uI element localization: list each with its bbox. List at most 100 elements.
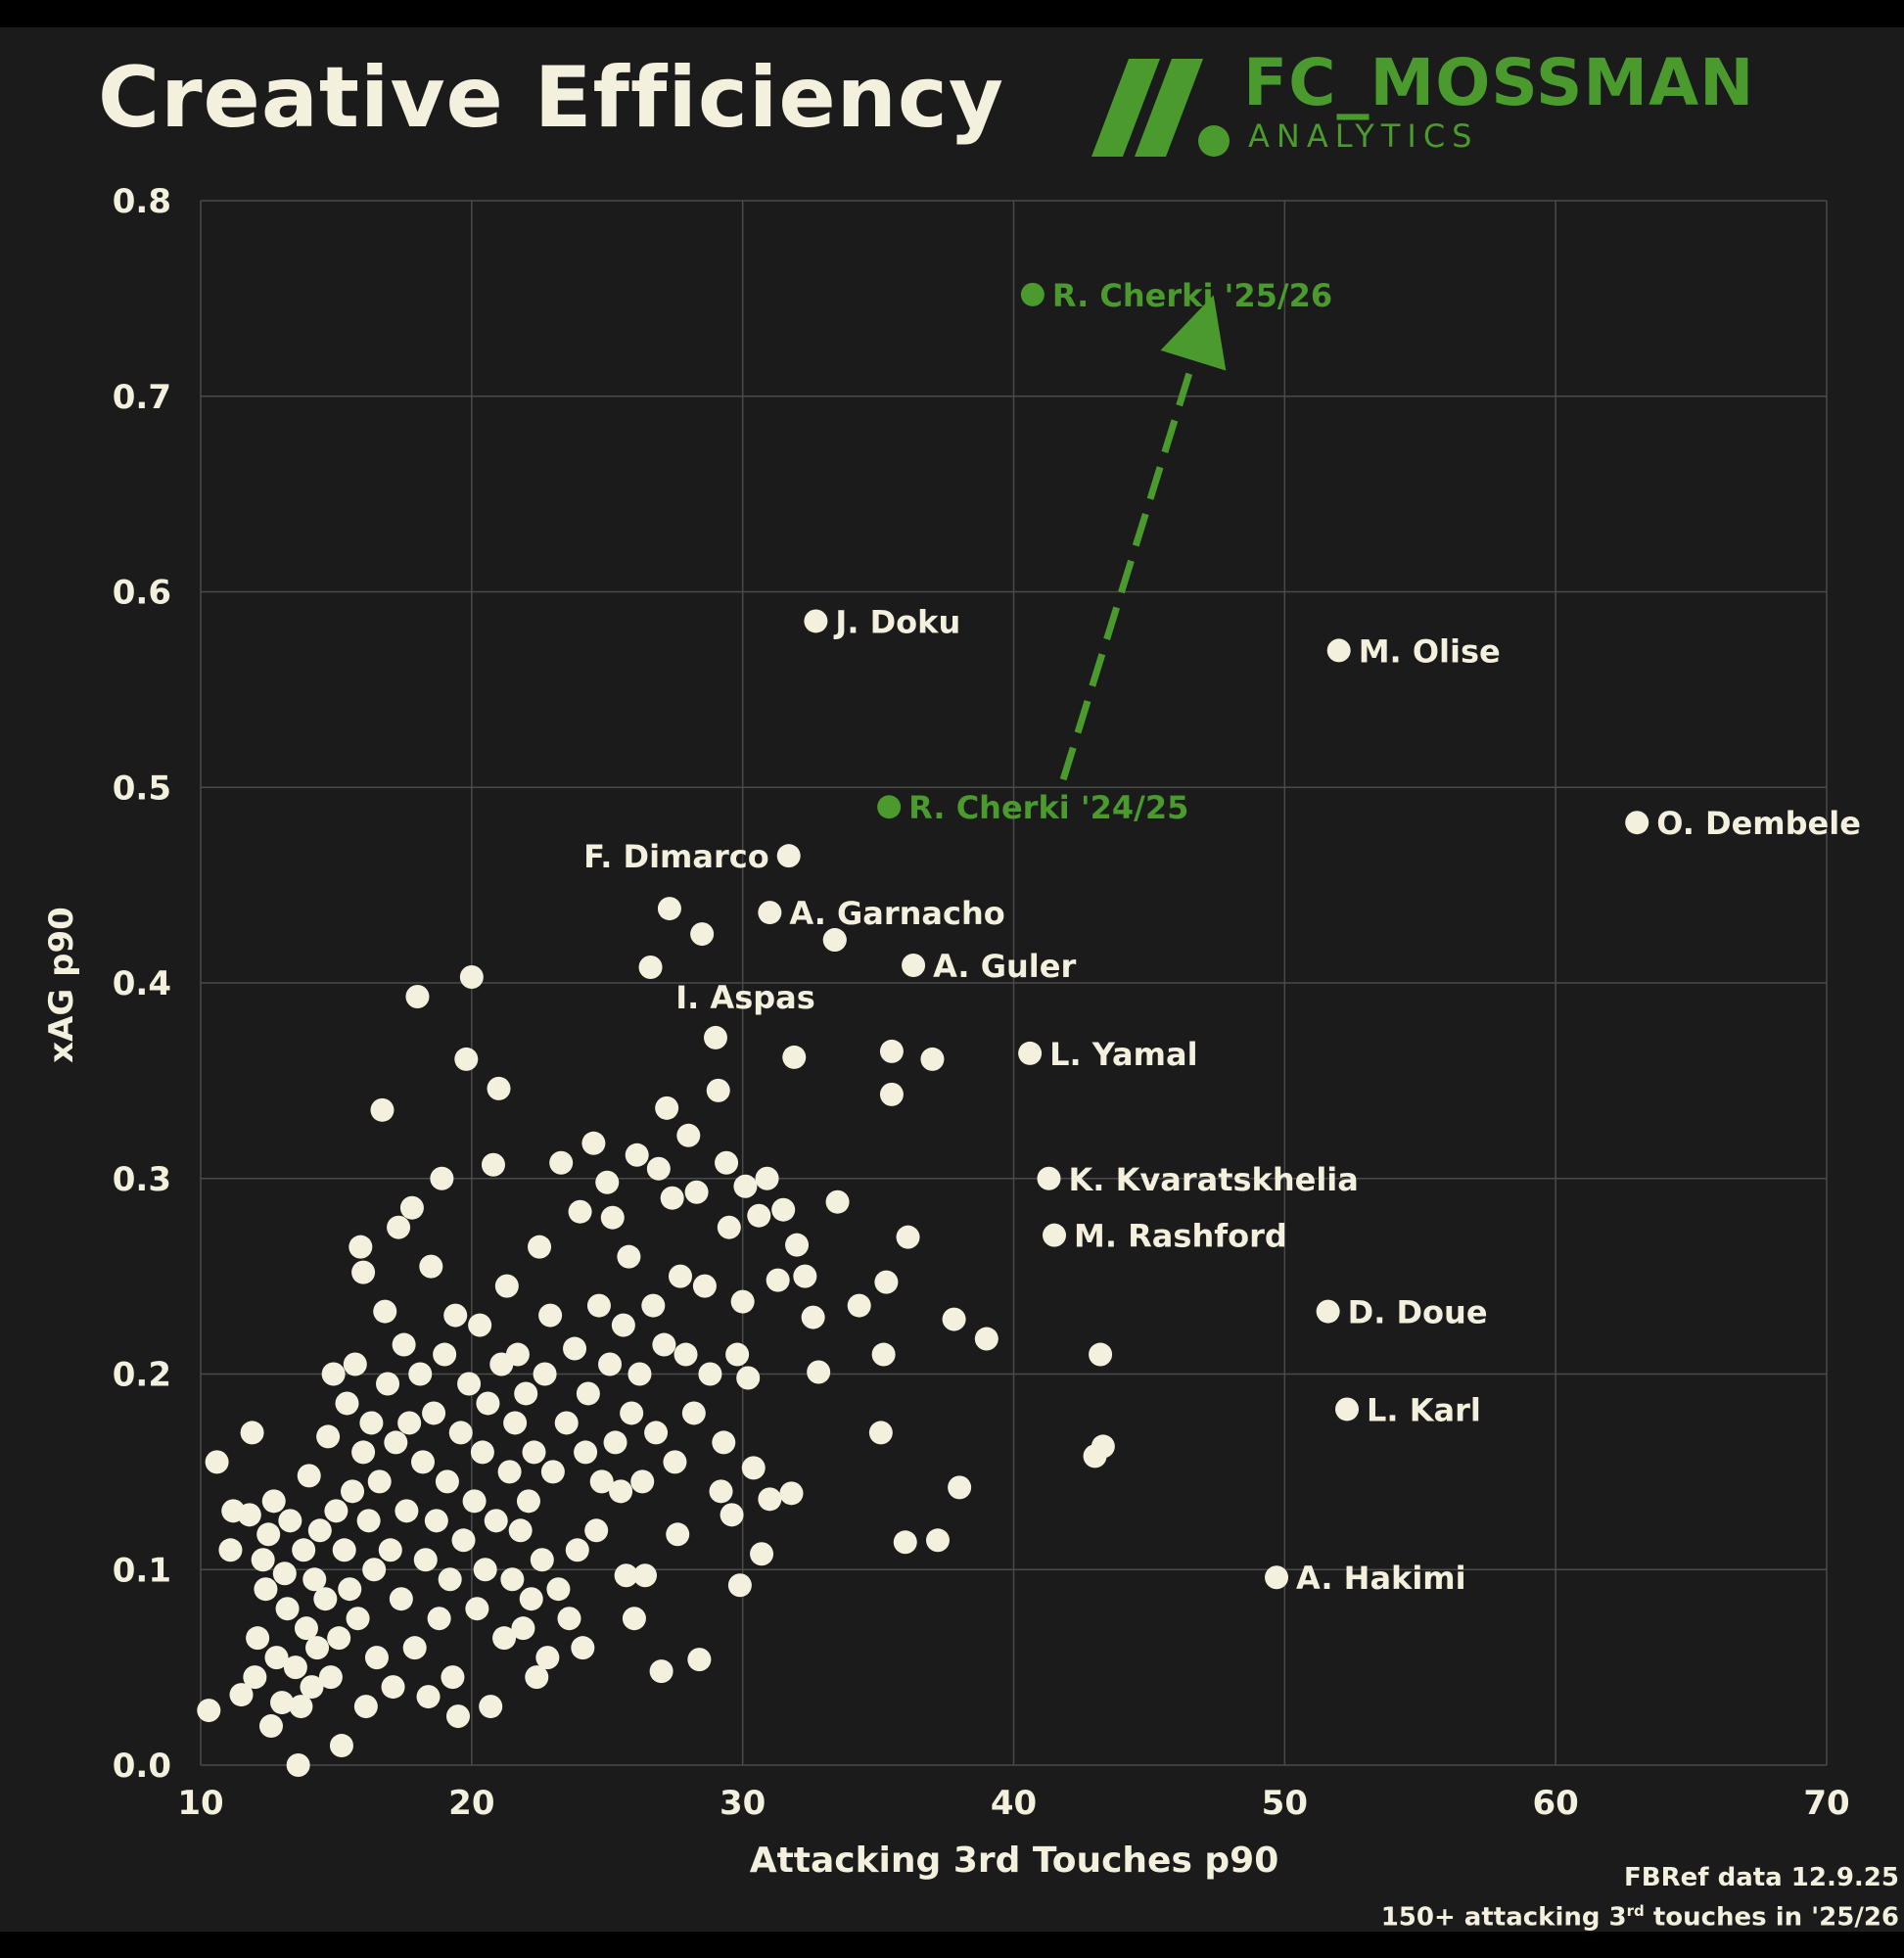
data-point bbox=[703, 1025, 727, 1049]
data-point bbox=[611, 1313, 635, 1337]
brand-name: FC_MOSSMAN bbox=[1243, 45, 1755, 120]
y-tick-label: 0.5 bbox=[113, 769, 171, 808]
data-point bbox=[481, 1152, 505, 1177]
data-point bbox=[473, 1558, 497, 1582]
logo-stripe-2 bbox=[1135, 59, 1203, 157]
data-point bbox=[316, 1424, 341, 1449]
chart-title: Creative Efficiency bbox=[98, 49, 1004, 147]
data-points bbox=[197, 609, 1649, 1777]
data-point bbox=[338, 1577, 362, 1602]
y-tick-label: 0.4 bbox=[113, 964, 171, 1003]
data-point bbox=[508, 1518, 533, 1543]
y-tick-label: 0.3 bbox=[113, 1160, 171, 1199]
data-point bbox=[666, 1522, 690, 1547]
data-point bbox=[733, 1174, 758, 1198]
data-point bbox=[807, 1360, 831, 1384]
data-point bbox=[646, 1156, 671, 1181]
data-point bbox=[205, 1450, 229, 1474]
chart-background bbox=[0, 27, 1904, 1932]
data-point bbox=[476, 1391, 500, 1416]
data-point bbox=[801, 1305, 825, 1329]
data-point bbox=[251, 1548, 275, 1572]
data-point bbox=[399, 1195, 424, 1220]
data-point bbox=[445, 1704, 470, 1729]
brand-logo-icon bbox=[1091, 59, 1230, 157]
data-point bbox=[516, 1489, 540, 1514]
data-point bbox=[451, 1528, 476, 1553]
data-point bbox=[364, 1646, 389, 1670]
data-point bbox=[706, 1078, 730, 1102]
data-point bbox=[441, 1665, 465, 1690]
data-point bbox=[600, 1205, 625, 1230]
point-label: A. Hakimi bbox=[1296, 1560, 1466, 1597]
data-point bbox=[416, 1685, 441, 1709]
point-label: M. Rashford bbox=[1074, 1218, 1287, 1255]
point-label: L. Yamal bbox=[1049, 1036, 1197, 1073]
data-point bbox=[465, 1597, 489, 1621]
data-point bbox=[879, 1082, 904, 1106]
data-point bbox=[942, 1307, 966, 1331]
brand-logo: FC_MOSSMAN ANALYTICS bbox=[1091, 45, 1875, 162]
data-point bbox=[258, 1714, 283, 1739]
data-point bbox=[747, 1203, 771, 1228]
data-point bbox=[378, 1538, 402, 1562]
data-point bbox=[758, 1487, 782, 1512]
data-point bbox=[294, 1616, 318, 1641]
data-point bbox=[586, 1293, 611, 1318]
data-point bbox=[497, 1460, 522, 1484]
data-point bbox=[256, 1522, 281, 1547]
data-point bbox=[589, 1469, 614, 1494]
data-point bbox=[353, 1695, 378, 1719]
data-point bbox=[408, 1362, 433, 1386]
data-point bbox=[327, 1626, 351, 1651]
data-point bbox=[896, 1225, 920, 1249]
x-axis-label: Attacking 3rd Touches p90 bbox=[750, 1841, 1279, 1881]
point-label: A. Guler bbox=[933, 948, 1076, 985]
labeled-point bbox=[1043, 1223, 1067, 1247]
point-label: O. Dembele bbox=[1656, 805, 1861, 842]
highlight-label-to: R. Cherki '25/26 bbox=[1052, 277, 1332, 314]
data-point bbox=[530, 1548, 554, 1572]
data-point bbox=[470, 1440, 494, 1465]
data-point bbox=[505, 1342, 530, 1367]
data-point bbox=[785, 1233, 810, 1257]
labeled-point bbox=[1335, 1397, 1360, 1422]
data-point bbox=[668, 1264, 692, 1288]
data-point bbox=[395, 1499, 419, 1523]
labeled-point bbox=[1326, 638, 1351, 663]
data-point bbox=[1091, 1434, 1115, 1459]
data-point bbox=[275, 1597, 300, 1621]
data-point bbox=[568, 1199, 592, 1224]
data-point bbox=[871, 1342, 896, 1367]
data-point bbox=[563, 1336, 587, 1361]
data-point bbox=[755, 1166, 779, 1190]
data-point bbox=[443, 1303, 468, 1328]
data-point bbox=[709, 1479, 733, 1504]
data-point bbox=[433, 1342, 457, 1367]
data-point bbox=[614, 1563, 638, 1588]
data-point bbox=[243, 1665, 267, 1690]
data-point bbox=[657, 897, 681, 921]
data-point bbox=[494, 1274, 519, 1298]
data-point bbox=[500, 1567, 525, 1592]
data-point bbox=[367, 1469, 392, 1494]
point-label: D. Doue bbox=[1348, 1294, 1488, 1331]
x-tick-label: 50 bbox=[1262, 1784, 1308, 1823]
data-point bbox=[307, 1518, 332, 1543]
data-point bbox=[270, 1691, 295, 1715]
point-label: L. Karl bbox=[1367, 1391, 1481, 1428]
footer-note-sup: rd bbox=[1626, 1902, 1645, 1920]
data-point bbox=[229, 1683, 254, 1707]
data-point bbox=[264, 1646, 289, 1670]
data-point bbox=[879, 1039, 904, 1063]
data-point bbox=[554, 1411, 579, 1435]
data-point bbox=[974, 1327, 998, 1351]
point-label: F. Dimarco bbox=[583, 838, 769, 875]
labeled-point bbox=[1625, 811, 1649, 835]
data-point bbox=[359, 1411, 384, 1435]
data-point bbox=[484, 1509, 508, 1533]
data-point bbox=[627, 1362, 652, 1386]
data-point bbox=[644, 1421, 669, 1445]
labeled-point bbox=[1265, 1565, 1289, 1590]
